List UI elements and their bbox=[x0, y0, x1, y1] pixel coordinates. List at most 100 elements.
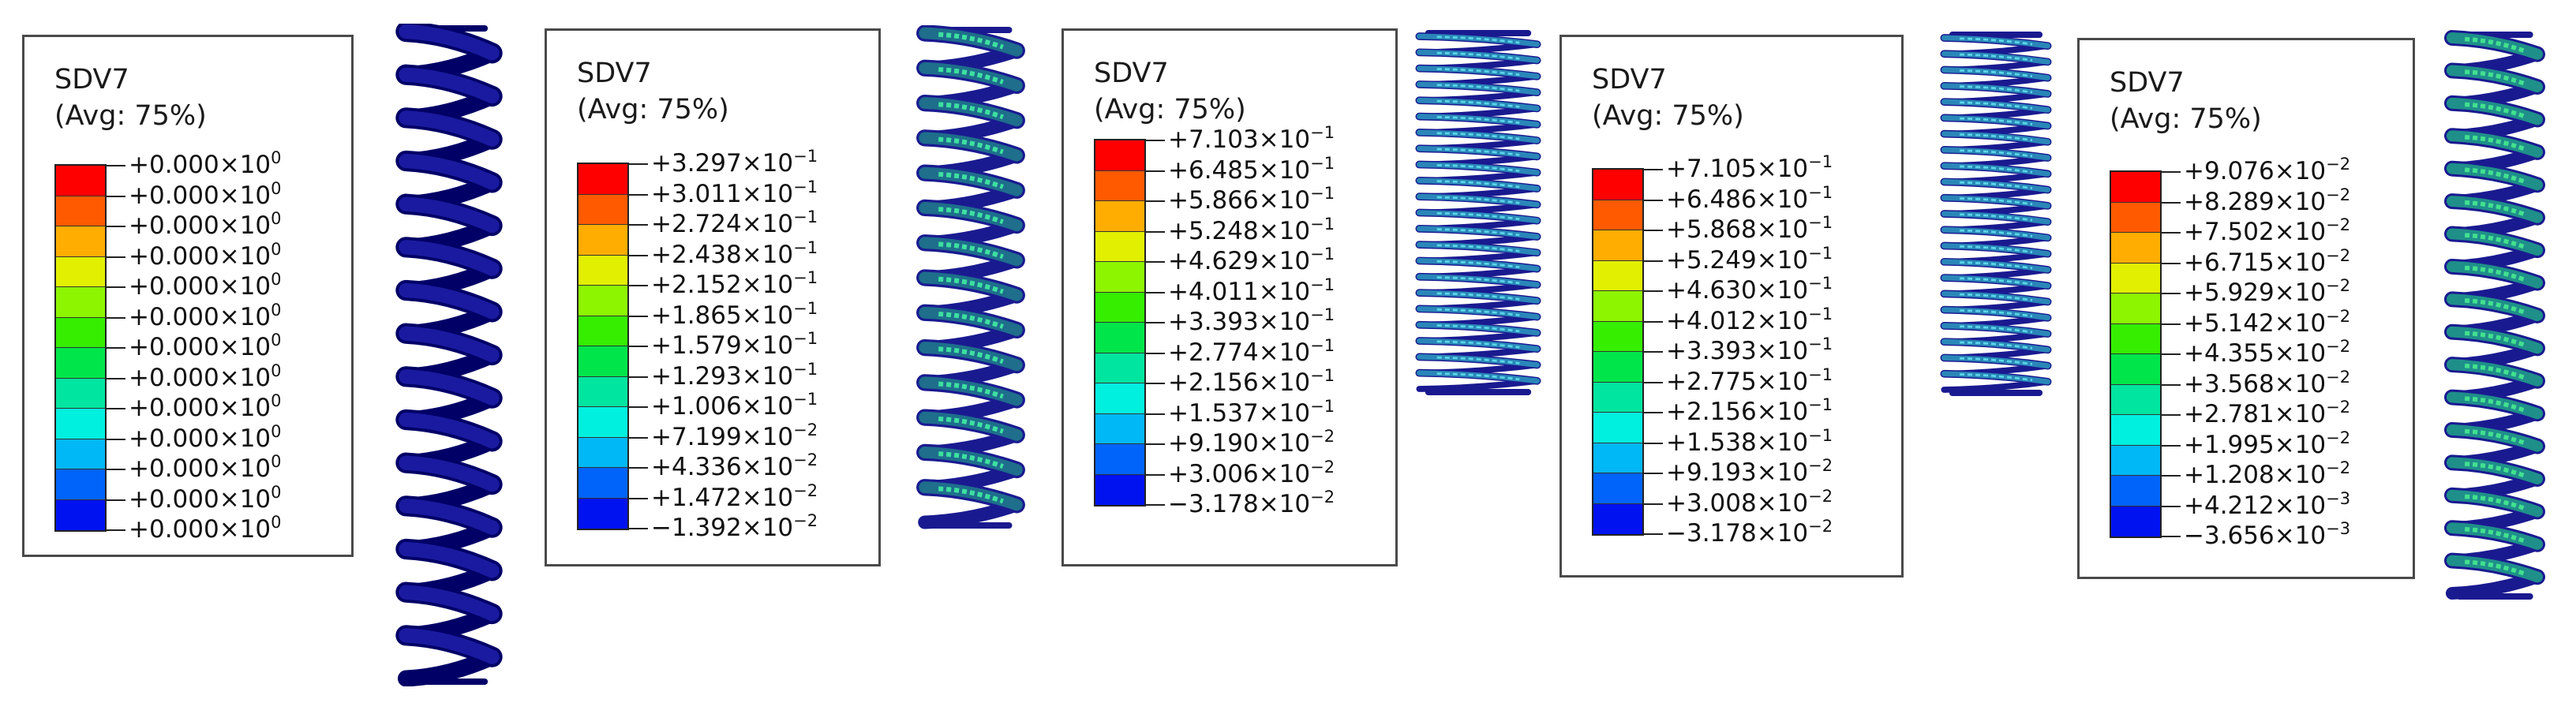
spring-coil-front bbox=[399, 455, 500, 492]
legend-tick bbox=[105, 438, 125, 440]
legend-value-label: +0.000×100 bbox=[129, 513, 282, 544]
legend-value-label: +4.012×10−1 bbox=[1666, 304, 1833, 335]
spring-mesh-band bbox=[938, 67, 1004, 84]
legend-value-exponent: −1 bbox=[1310, 184, 1335, 203]
legend-value-mantissa: +5.868 bbox=[1666, 215, 1757, 244]
spring-coil-front bbox=[1941, 67, 2051, 81]
legend-tick bbox=[1642, 230, 1663, 231]
legend-tick bbox=[2160, 444, 2181, 447]
legend-value-exponent: −1 bbox=[793, 359, 818, 379]
legend-value-label: +5.868×10−1 bbox=[1666, 213, 1833, 245]
spring-mesh-band bbox=[1960, 229, 2033, 237]
legend-tick bbox=[1144, 473, 1165, 476]
legend-value-exponent: −1 bbox=[793, 207, 818, 226]
legend-value-mantissa: +0.000 bbox=[129, 394, 219, 422]
legend-value-exponent: −2 bbox=[793, 511, 818, 530]
spring-coil-front bbox=[399, 153, 500, 190]
color-swatch bbox=[1095, 201, 1144, 232]
legend-value-exponent: −2 bbox=[2326, 276, 2351, 295]
spring-coil-front bbox=[399, 369, 500, 406]
color-swatch bbox=[1095, 353, 1144, 383]
color-swatch bbox=[1095, 323, 1144, 353]
color-swatch bbox=[1095, 413, 1144, 444]
legend-tick bbox=[105, 469, 125, 470]
spring-coil-front bbox=[1941, 163, 2051, 177]
legend-tick bbox=[105, 256, 125, 258]
spring-coil-front bbox=[1941, 211, 2051, 225]
legend-value-mantissa: +5.866 bbox=[1168, 186, 1259, 215]
color-swatch bbox=[2111, 445, 2160, 476]
spring-coil-front bbox=[399, 326, 500, 363]
legend-value-exponent: −2 bbox=[2326, 306, 2351, 326]
legend-averaging-subtitle: (Avg: 75%) bbox=[2110, 103, 2262, 135]
spring-mesh-band bbox=[1436, 211, 1520, 220]
spring-mesh-band bbox=[1436, 372, 1520, 381]
color-swatch bbox=[578, 376, 627, 407]
color-swatch bbox=[56, 256, 105, 287]
spring-mesh-band bbox=[2465, 331, 2525, 347]
legend-value-label: +2.438×10−1 bbox=[651, 237, 818, 269]
legend-value-mantissa: +7.103 bbox=[1168, 125, 1259, 154]
legend-value-exponent: −2 bbox=[2326, 367, 2351, 387]
color-swatch bbox=[56, 196, 105, 226]
legend-tick bbox=[105, 195, 125, 197]
legend-value-label: +0.000×100 bbox=[129, 482, 282, 514]
legend-value-label: +0.000×100 bbox=[129, 209, 282, 241]
legend-value-label: +1.865×10−1 bbox=[651, 298, 818, 330]
legend-value-exponent: −1 bbox=[1310, 366, 1335, 385]
legend-tick bbox=[1144, 322, 1165, 323]
legend-value-mantissa: +6.486 bbox=[1666, 185, 1757, 214]
spring-mesh-band bbox=[2465, 69, 2525, 86]
legend-value-label: +2.156×10−1 bbox=[1168, 366, 1335, 398]
legend-value-mantissa: +5.142 bbox=[2184, 308, 2275, 338]
legend-tick bbox=[1144, 291, 1165, 293]
legend-value-label: +2.156×10−1 bbox=[1666, 395, 1833, 427]
legend-value-mantissa: +7.105 bbox=[1666, 155, 1757, 183]
spring-mesh-band bbox=[938, 346, 1004, 364]
legend-value-mantissa: +2.438 bbox=[651, 240, 742, 269]
spring-mesh-band bbox=[1436, 196, 1520, 204]
legend-tick bbox=[627, 528, 648, 529]
legend-tick bbox=[105, 286, 125, 288]
spring-coil-front bbox=[2446, 391, 2544, 420]
color-swatch bbox=[1095, 262, 1144, 293]
spring-mesh-band bbox=[1436, 163, 1520, 173]
spring-model-a bbox=[395, 24, 503, 686]
color-swatch bbox=[578, 316, 627, 346]
legend-value-mantissa: +4.630 bbox=[1666, 276, 1757, 305]
legend-value-label: +7.105×10−1 bbox=[1666, 152, 1833, 184]
legend-value-exponent: −1 bbox=[1310, 214, 1335, 234]
legend-tick bbox=[2160, 505, 2181, 507]
legend-value-mantissa: +7.502 bbox=[2184, 218, 2275, 246]
spring-coil-front bbox=[1941, 259, 2051, 273]
spring-mesh-band bbox=[938, 241, 1004, 260]
color-swatch bbox=[1095, 383, 1144, 414]
legend-value-mantissa: +1.538 bbox=[1666, 428, 1757, 457]
spring-coil-front bbox=[399, 196, 500, 234]
spring-coil-front bbox=[1941, 275, 2051, 289]
spring-coil-front bbox=[399, 110, 500, 147]
legend-value-mantissa: +0.000 bbox=[129, 181, 219, 210]
spring-mesh-band bbox=[1436, 132, 1520, 140]
spring-mesh-band bbox=[1960, 37, 2033, 46]
legend-value-exponent: −1 bbox=[1808, 395, 1833, 414]
legend-value-exponent: −1 bbox=[1310, 153, 1335, 173]
legend-value-label: +4.629×10−1 bbox=[1168, 245, 1335, 276]
legend-value-exponent: −2 bbox=[1808, 456, 1833, 475]
spring-mesh-band bbox=[938, 136, 1004, 155]
spring-coil-front bbox=[1941, 195, 2051, 209]
legend-value-label: +1.538×10−1 bbox=[1666, 425, 1833, 457]
legend-value-label: +5.249×10−1 bbox=[1666, 243, 1833, 275]
spring-mesh-band bbox=[938, 276, 1004, 294]
legend-tick bbox=[105, 226, 125, 227]
legend-value-label: +3.297×10−1 bbox=[651, 147, 818, 178]
legend-value-mantissa: +9.076 bbox=[2184, 157, 2275, 185]
spring-coil-front bbox=[1941, 35, 2051, 49]
legend-tick bbox=[1642, 199, 1663, 201]
spring-coil-front bbox=[2446, 130, 2544, 158]
color-swatch bbox=[56, 469, 105, 500]
spring-model-c bbox=[1415, 30, 1541, 395]
legend-value-mantissa: +1.208 bbox=[2184, 461, 2275, 489]
legend-value-mantissa: +4.355 bbox=[2184, 339, 2275, 368]
color-swatch bbox=[56, 348, 105, 379]
